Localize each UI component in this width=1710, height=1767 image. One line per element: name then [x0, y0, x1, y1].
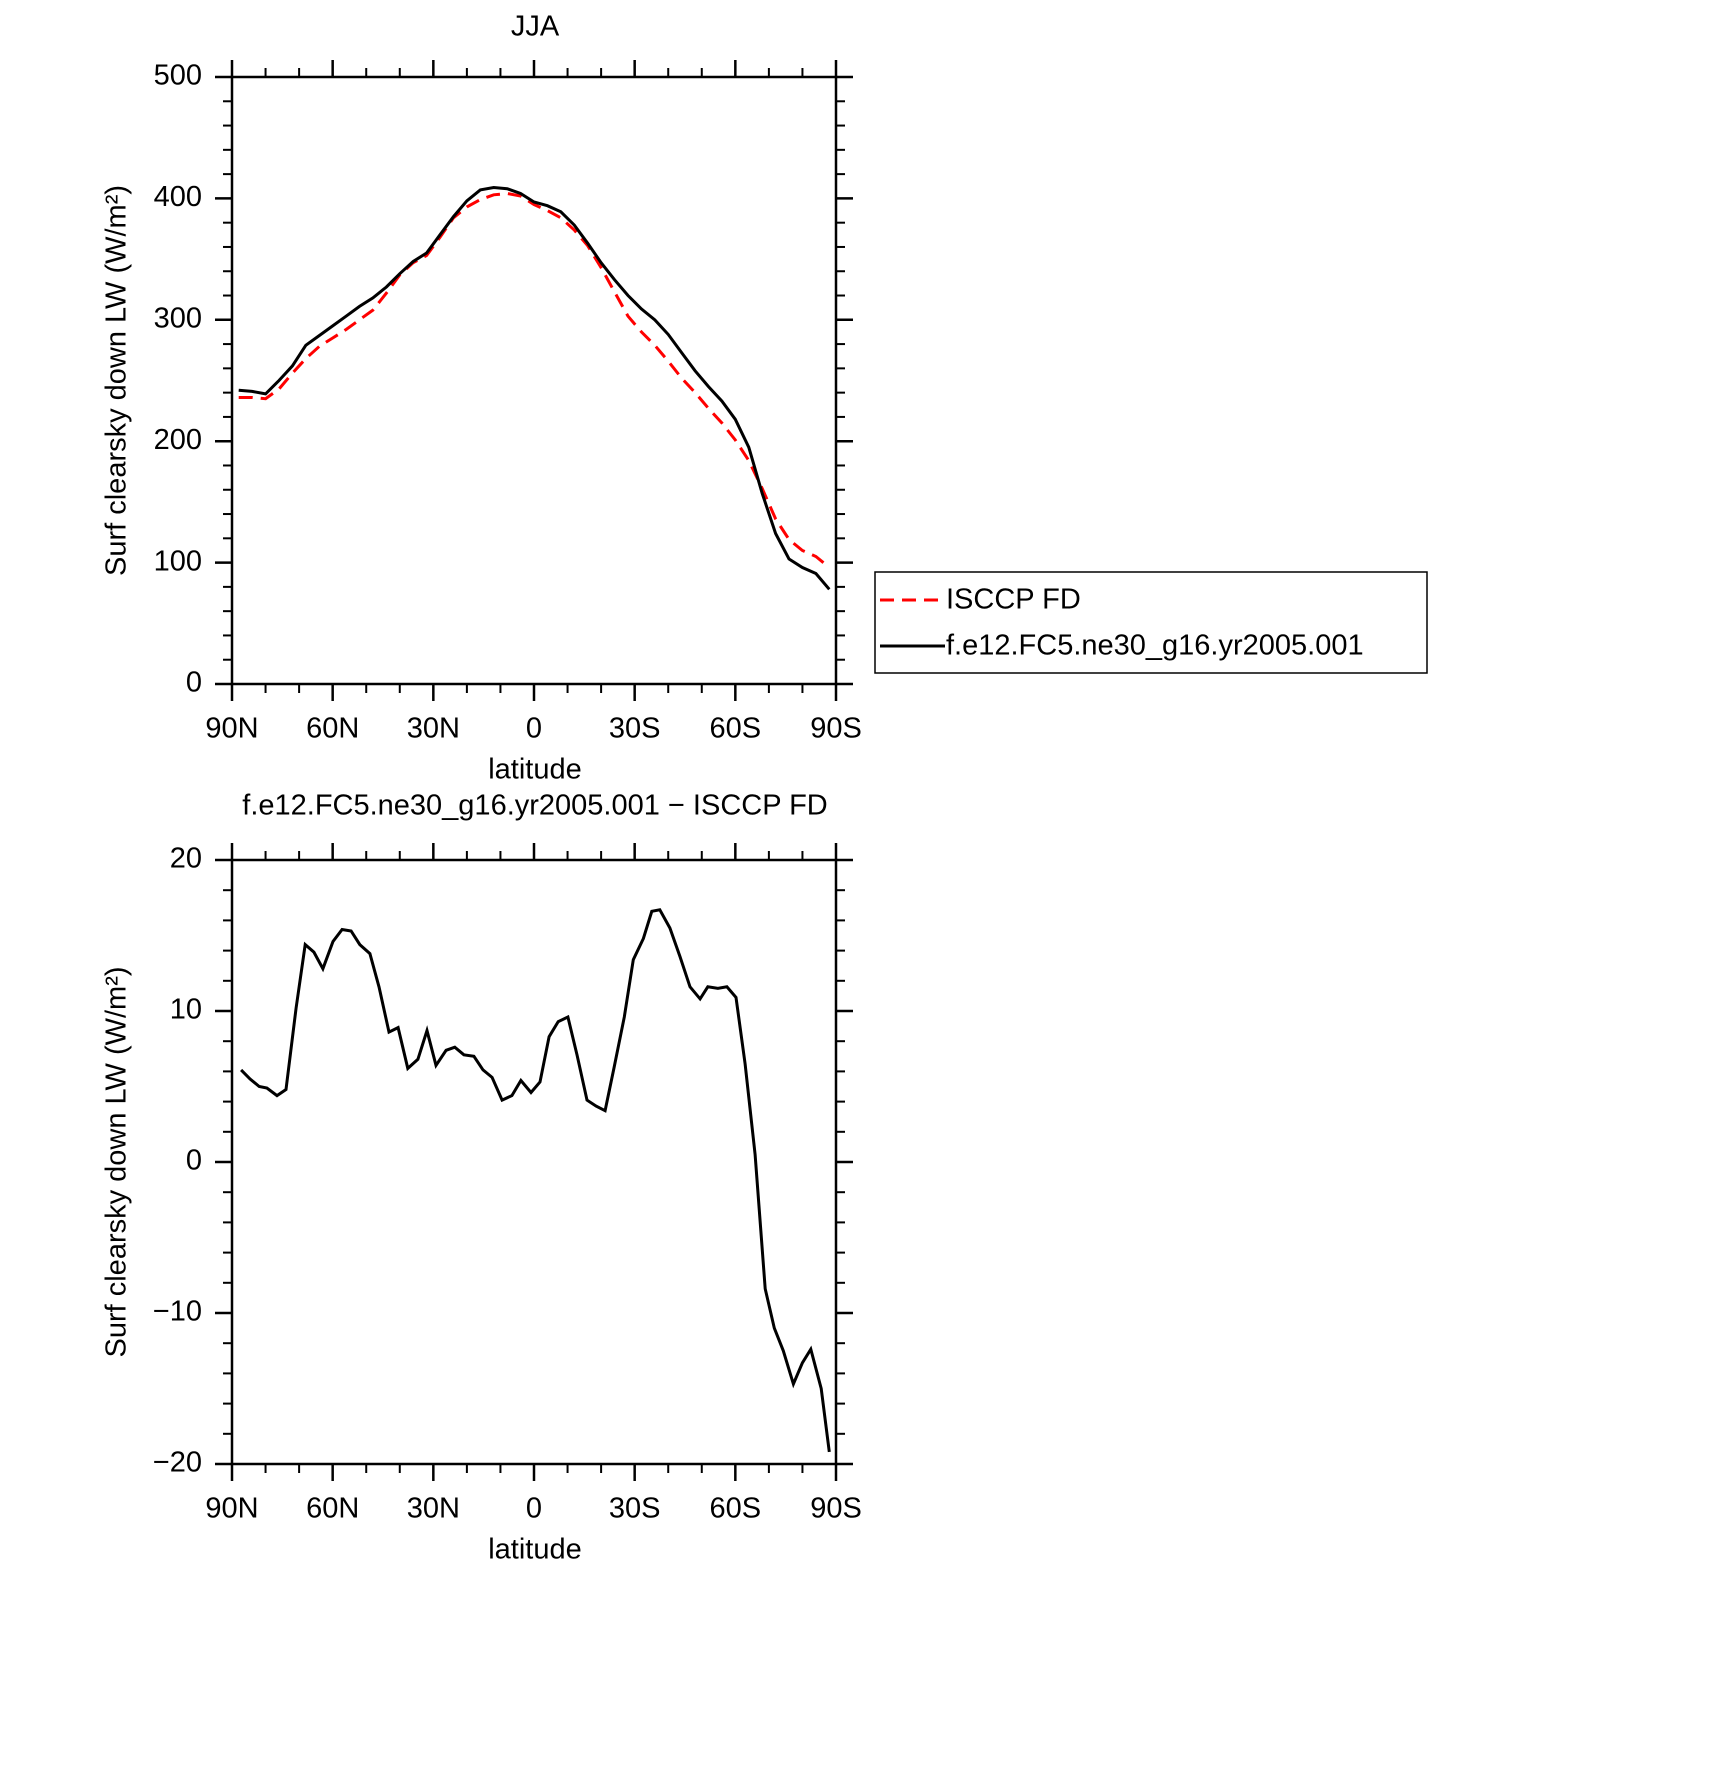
- x-tick-label: 30S: [609, 1493, 661, 1525]
- y-tick-label: 200: [154, 424, 202, 456]
- data-line: [238, 191, 831, 569]
- y-tick-label: 10: [170, 994, 202, 1026]
- x-tick-label: 60S: [710, 1493, 762, 1525]
- x-tick-label: 90S: [810, 1493, 862, 1525]
- x-axis-label: latitude: [488, 754, 582, 786]
- x-tick-label: 0: [526, 713, 542, 745]
- x-tick-label: 90N: [205, 713, 258, 745]
- x-tick-label: 30N: [407, 713, 460, 745]
- chart-title: f.e12.FC5.ne30_g16.yr2005.001 − ISCCP FD: [242, 790, 827, 822]
- y-tick-label: 500: [154, 60, 202, 92]
- y-axis-label: Surf clearsky down LW (W/m²): [101, 185, 133, 576]
- x-tick-label: 60S: [710, 713, 762, 745]
- x-tick-label: 30N: [407, 1493, 460, 1525]
- x-tick-label: 60N: [306, 1493, 359, 1525]
- x-tick-label: 90N: [205, 1493, 258, 1525]
- x-tick-label: 30S: [609, 713, 661, 745]
- y-tick-label: 400: [154, 181, 202, 213]
- x-axis-label: latitude: [488, 1534, 582, 1566]
- y-tick-label: −20: [153, 1447, 202, 1479]
- plot-frame: [230, 858, 838, 1466]
- legend-label: ISCCP FD: [946, 584, 1081, 616]
- y-tick-label: 0: [186, 667, 202, 699]
- y-tick-label: 0: [186, 1145, 202, 1177]
- y-tick-label: 300: [154, 302, 202, 334]
- data-line: [238, 185, 831, 591]
- x-tick-label: 60N: [306, 713, 359, 745]
- y-tick-label: −10: [153, 1296, 202, 1328]
- plot-frame: [230, 75, 838, 686]
- x-tick-label: 90S: [810, 713, 862, 745]
- y-tick-label: 100: [154, 545, 202, 577]
- y-axis-label: Surf clearsky down LW (W/m²): [101, 966, 133, 1357]
- data-line: [240, 908, 831, 1453]
- legend-box: [874, 571, 1428, 674]
- legend-label: f.e12.FC5.ne30_g16.yr2005.001: [946, 630, 1364, 662]
- x-tick-label: 0: [526, 1493, 542, 1525]
- y-tick-label: 20: [170, 843, 202, 875]
- chart-title: JJA: [511, 11, 560, 43]
